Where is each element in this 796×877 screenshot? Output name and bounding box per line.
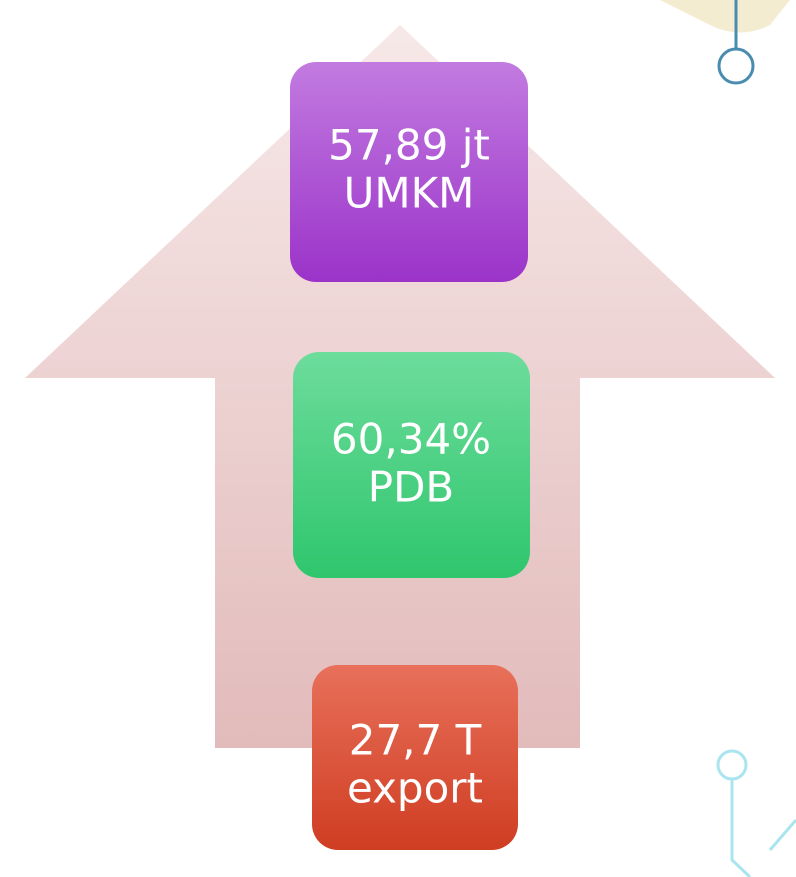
box-text: PDB — [368, 463, 454, 512]
emblem — [660, 0, 790, 85]
box-red — [312, 665, 518, 850]
box-green — [293, 352, 530, 578]
box-text: UMKM — [344, 169, 475, 218]
box-text: 60,34% — [331, 415, 491, 464]
box-purple — [290, 62, 528, 282]
box-text: export — [347, 764, 483, 813]
box-text: 57,89 jt — [328, 121, 490, 170]
circuit-decoration — [716, 749, 796, 877]
box-text: 27,7 T — [349, 716, 482, 765]
